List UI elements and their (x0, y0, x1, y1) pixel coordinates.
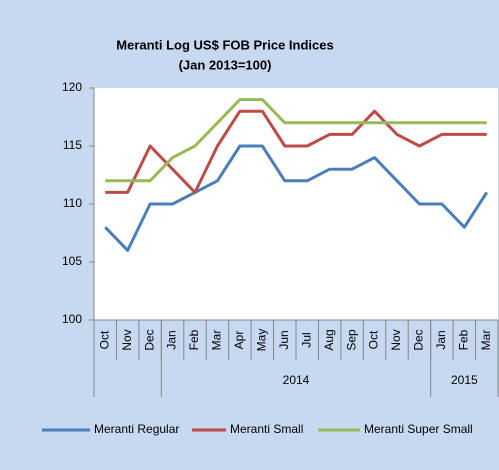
y-tick-label: 120 (62, 80, 82, 94)
x-tick-label: Oct (367, 330, 381, 349)
x-tick-label: Oct (97, 330, 111, 349)
chart-title: Meranti Log US$ FOB Price Indices (116, 37, 333, 52)
x-tick-label: Jan (434, 330, 448, 349)
x-tick-label: Nov (120, 329, 134, 350)
series-line (104, 144, 489, 252)
legend-label: Meranti Small (230, 422, 303, 436)
x-tick-label: Sep (344, 329, 358, 351)
legend-label: Meranti Super Small (364, 422, 473, 436)
group-label: 2014 (283, 373, 310, 387)
y-tick-label: 110 (63, 196, 82, 210)
x-tick-label: Jul (299, 332, 313, 347)
x-tick-label: Jan (165, 330, 179, 349)
x-tick-label: May (255, 329, 269, 352)
x-tick-label: Aug (322, 329, 336, 350)
x-tick-label: Dec (142, 329, 156, 350)
series-line (105, 109, 487, 194)
x-tick-label: Mar (479, 330, 493, 351)
x-tick-label: Nov (389, 329, 403, 350)
y-tick-label: 100 (62, 312, 82, 326)
chart-subtitle: (Jan 2013=100) (179, 57, 272, 72)
x-tick-label: Apr (232, 331, 246, 350)
y-tick-label: 105 (62, 254, 82, 268)
x-tick-label: Mar (210, 330, 224, 351)
x-tick-label: Feb (457, 329, 471, 350)
group-label: 2015 (451, 373, 478, 387)
legend-label: Meranti Regular (94, 422, 179, 436)
y-tick-label: 115 (63, 138, 82, 152)
x-tick-label: Jun (277, 330, 291, 349)
x-tick-label: Feb (187, 329, 201, 350)
series-line (105, 98, 487, 183)
x-tick-label: Dec (412, 329, 426, 350)
